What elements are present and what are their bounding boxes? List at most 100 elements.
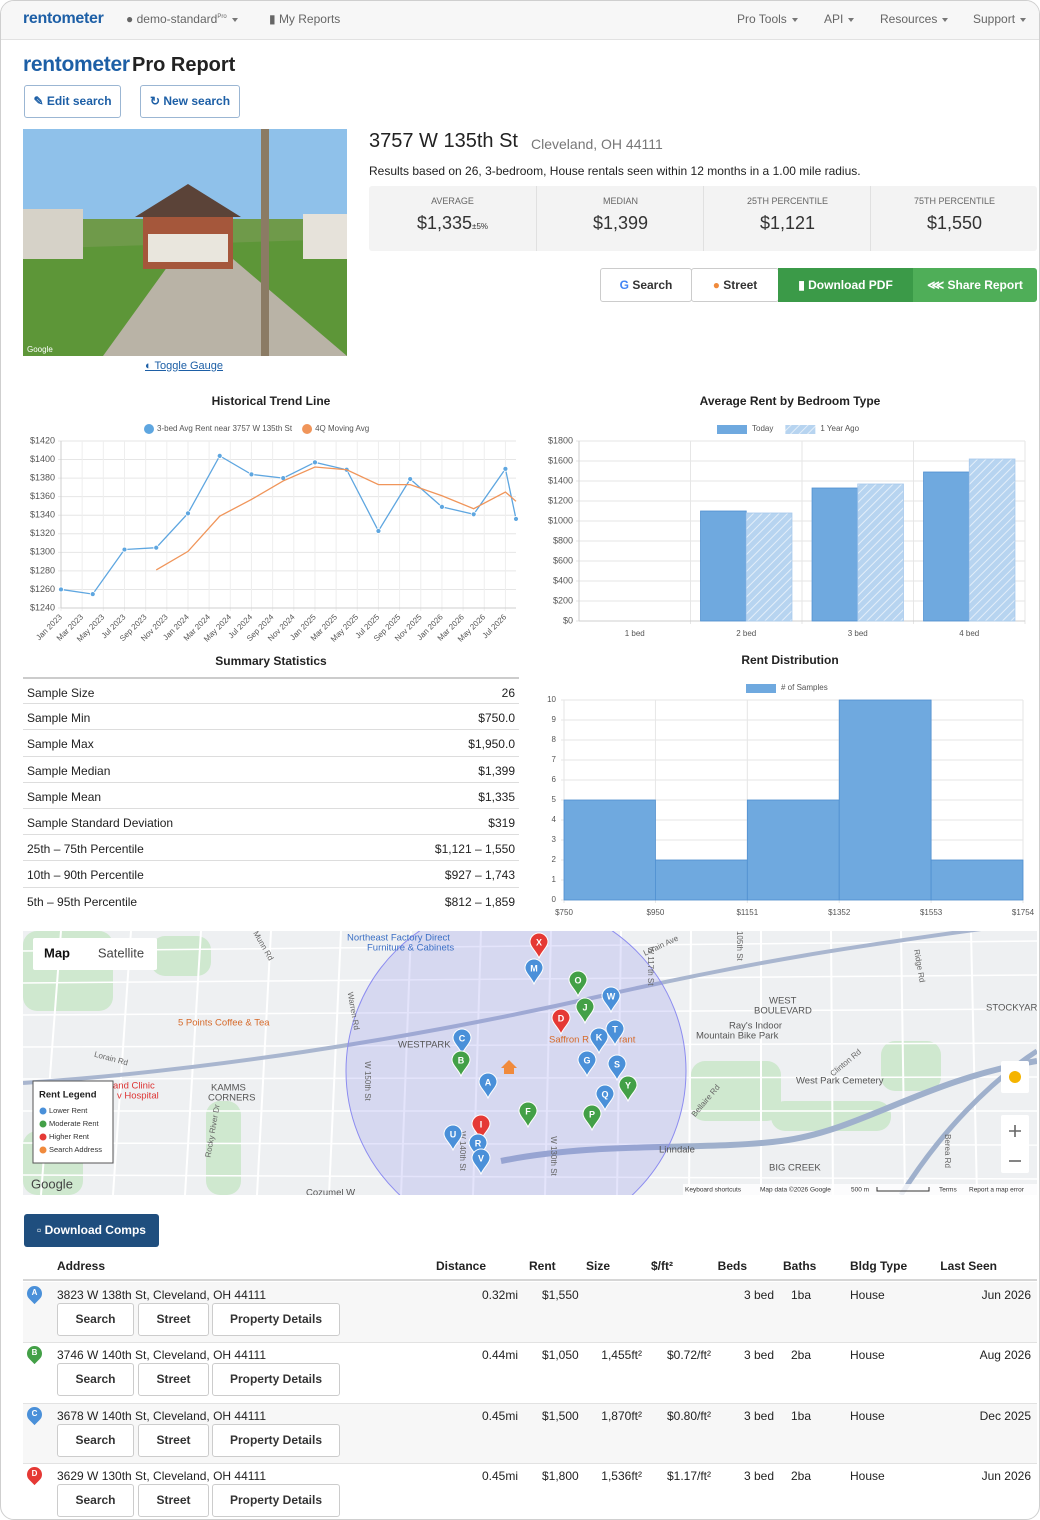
legend-swatch	[39, 1133, 47, 1141]
summary-row: Sample Max $1,950.0	[23, 729, 519, 756]
results-summary: Results based on 26, 3-bedroom, House re…	[369, 164, 861, 178]
map-footer-text: Keyboard shortcuts	[685, 1187, 742, 1194]
stat-value: $1,335	[478, 789, 515, 804]
comp-cell: House	[850, 1469, 885, 1484]
row-action-button[interactable]: Search	[57, 1303, 134, 1336]
legend-swatch	[144, 424, 154, 434]
street-view-button[interactable]: ● Street	[691, 268, 779, 302]
map-marker	[471, 1148, 491, 1176]
map-road-label: Lorain Ave	[642, 933, 680, 957]
button-label: Property Details	[229, 1432, 323, 1447]
column-header[interactable]: Baths	[783, 1259, 817, 1273]
stat-name: Sample Median	[27, 763, 111, 778]
nav-menu[interactable]: Resources	[880, 12, 948, 26]
y-tick-label: $1400	[30, 454, 55, 464]
map-legend-title: Rent Legend	[39, 1090, 97, 1101]
download-comps-button[interactable]: ▫ Download Comps	[24, 1214, 159, 1247]
comp-cell: 3 bed	[743, 1348, 774, 1363]
map-place-label: WESTPARK	[398, 1040, 451, 1051]
row-action-button[interactable]: Property Details	[212, 1423, 340, 1457]
x-tick-label: $1553	[920, 908, 943, 917]
stat-name: 10th – 90th Percentile	[27, 868, 144, 883]
comp-cell: 2ba	[791, 1469, 812, 1484]
new-search-button[interactable]: ↻ New search	[140, 85, 240, 118]
row-action-button[interactable]: Property Details	[212, 1363, 340, 1397]
street	[544, 931, 552, 1195]
map-marker	[452, 1028, 472, 1056]
column-header[interactable]: Last Seen	[940, 1259, 997, 1273]
park	[151, 936, 211, 976]
nav-menu[interactable]: Pro Tools	[737, 12, 798, 26]
row-action-button[interactable]: Property Details	[212, 1484, 340, 1518]
download-pdf-button[interactable]: ▮ Download PDF	[778, 268, 913, 302]
x-tick-label: Sep 2023	[118, 612, 149, 643]
edit-search-button[interactable]: ✎ Edit search	[24, 85, 121, 118]
legend-swatch	[717, 425, 747, 434]
street	[23, 1008, 1037, 1016]
y-tick-label: 4	[552, 815, 557, 824]
column-header[interactable]: Rent	[529, 1259, 556, 1273]
map-place-label: and Clinic	[113, 1081, 155, 1092]
row-action-button[interactable]: Search	[57, 1363, 134, 1397]
y-tick-label: $1380	[30, 472, 55, 482]
row-action-button[interactable]: Street	[138, 1423, 209, 1457]
row-action-button[interactable]: Street	[138, 1363, 209, 1397]
column-header[interactable]: Address	[57, 1259, 106, 1273]
nav-menu[interactable]: API	[824, 12, 854, 26]
stat-name: Sample Standard Deviation	[27, 816, 174, 830]
data-point	[470, 511, 477, 518]
map-background	[23, 931, 1037, 1195]
row-action-button[interactable]: Street	[138, 1484, 209, 1518]
share-report-button[interactable]: ⋘ Share Report	[913, 268, 1037, 302]
my-reports[interactable]: ▮ My Reports	[269, 12, 341, 26]
nav-brand[interactable]: rentometer	[23, 10, 104, 27]
x-tick-label: May 2026	[456, 612, 488, 644]
row-action-button[interactable]: Property Details	[212, 1303, 340, 1336]
column-header[interactable]: Distance	[435, 1259, 486, 1273]
user-menu[interactable]: ● demo-standardPro	[126, 12, 238, 26]
x-tick-label: 4 bed	[959, 629, 979, 638]
search-radius	[345, 931, 687, 1195]
comp-cell: $1,050	[542, 1348, 579, 1363]
toggle-gauge-link[interactable]: ◐ Toggle Gauge	[145, 360, 224, 372]
bar	[700, 510, 747, 622]
histogram-bar	[838, 699, 932, 901]
legend-label: 4Q Moving Avg	[315, 424, 369, 433]
row-action-button[interactable]: Search	[57, 1423, 134, 1457]
stat-value: $319	[488, 816, 515, 830]
map-marker	[451, 1050, 471, 1078]
stat-name: Sample Max	[27, 737, 94, 752]
map-road-label: W 105th St	[735, 921, 744, 961]
google-icon: G	[619, 278, 629, 292]
comp-row	[23, 1342, 1037, 1403]
legend-swatch	[785, 425, 816, 434]
x-tick-label: Sep 2024	[245, 612, 276, 643]
page-title: Pro Report	[132, 54, 236, 76]
map-marker	[595, 1084, 615, 1112]
column-header[interactable]: $/ft²	[651, 1259, 673, 1273]
comp-cell: $1,800	[542, 1469, 579, 1484]
y-tick-label: $1340	[30, 510, 55, 520]
google-search-button[interactable]: G Search	[600, 268, 692, 302]
data-point	[280, 475, 287, 482]
marker-label: G	[583, 1055, 590, 1065]
comp-cell: Jun 2026	[981, 1288, 1031, 1302]
row-action-button[interactable]: Street	[138, 1303, 209, 1336]
x-tick-label: May 2023	[75, 612, 107, 644]
column-header[interactable]: Size	[586, 1259, 611, 1273]
map-place-label: CORNERS	[208, 1093, 256, 1104]
comp-cell: 1,455ft²	[601, 1348, 642, 1363]
nav-menu[interactable]: Support	[973, 12, 1026, 26]
comp-cell: House	[850, 1288, 885, 1302]
button-label: Share Report	[947, 278, 1023, 292]
column-header[interactable]: Bldg Type	[850, 1259, 908, 1273]
map-place-label: WEST	[769, 996, 797, 1007]
map-road-label: Munn Rd	[251, 929, 275, 962]
column-header[interactable]: Beds	[717, 1259, 747, 1273]
x-tick-label: Mar 2024	[182, 612, 213, 643]
row-action-button[interactable]: Search	[57, 1484, 134, 1518]
marker-label: U	[450, 1129, 457, 1139]
legend-label: Search Address	[49, 1145, 102, 1154]
